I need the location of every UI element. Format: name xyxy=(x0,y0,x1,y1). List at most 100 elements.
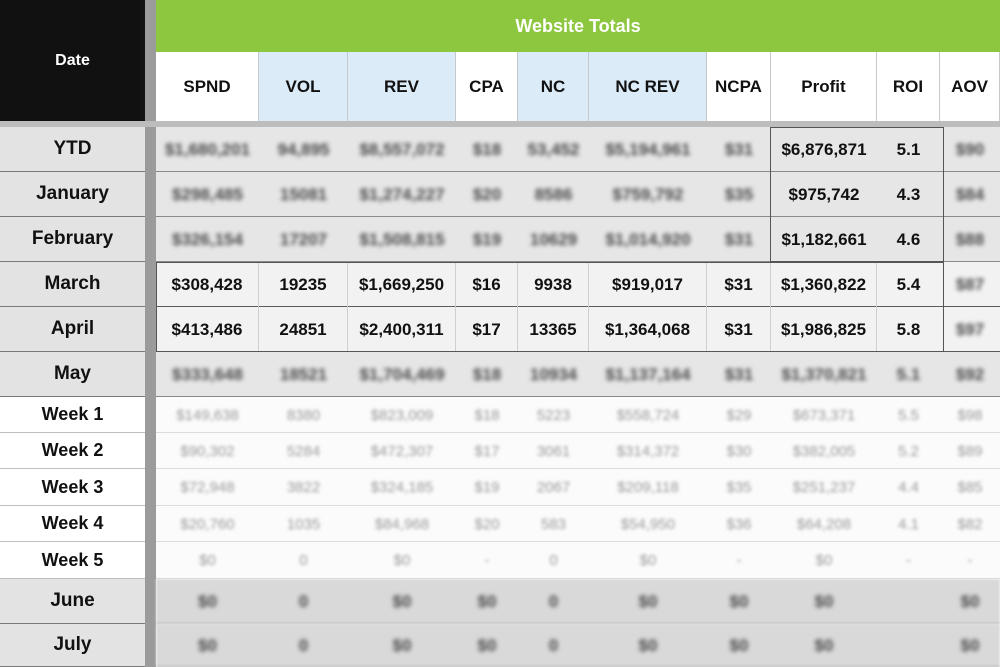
table-cell-rev[interactable]: $1,508,815 xyxy=(359,229,445,249)
row-label-july[interactable]: July xyxy=(0,624,145,667)
table-cell-cpa[interactable]: $0 xyxy=(477,635,497,655)
table-cell-aov[interactable]: $87 xyxy=(955,274,985,294)
table-cell-cpa[interactable]: $17 xyxy=(474,442,500,460)
table-cell-aov[interactable]: $0 xyxy=(960,635,980,655)
row-label-week-5[interactable]: Week 5 xyxy=(0,542,145,579)
table-cell-roi[interactable]: 4.6 xyxy=(896,229,921,249)
table-cell-aov[interactable]: $97 xyxy=(955,319,985,339)
table-cell-nc[interactable]: 0 xyxy=(549,552,558,569)
table-cell-aov[interactable]: $92 xyxy=(955,364,985,384)
date-column-header[interactable]: Date xyxy=(0,0,145,121)
table-cell-rev[interactable]: $0 xyxy=(392,591,412,611)
table-cell-nc[interactable]: 0 xyxy=(548,591,559,611)
row-label-march[interactable]: March xyxy=(0,262,145,307)
table-cell-nc[interactable]: 0 xyxy=(548,635,559,655)
row-label-week-3[interactable]: Week 3 xyxy=(0,469,145,506)
table-cell-aov[interactable]: $84 xyxy=(955,184,985,204)
row-label-week-4[interactable]: Week 4 xyxy=(0,506,145,542)
table-cell-nc-rev[interactable]: $209,118 xyxy=(617,479,679,496)
table-cell-vol[interactable]: 1035 xyxy=(286,515,321,533)
column-header-roi[interactable]: ROI xyxy=(877,52,940,121)
table-cell-roi[interactable]: 5.1 xyxy=(896,139,921,159)
table-cell-rev[interactable]: $2,400,311 xyxy=(348,307,456,352)
table-cell-cpa[interactable]: $16 xyxy=(456,262,518,307)
table-cell-rev[interactable]: $472,307 xyxy=(370,442,434,460)
table-cell-ncpa[interactable]: $30 xyxy=(726,442,752,460)
table-cell-spnd[interactable]: $0 xyxy=(198,635,217,655)
table-cell-spnd[interactable]: $413,486 xyxy=(156,307,259,352)
table-cell-profit[interactable]: $0 xyxy=(814,635,834,655)
table-cell-vol[interactable]: 19235 xyxy=(259,262,348,307)
table-cell-nc-rev[interactable]: $0 xyxy=(638,591,658,611)
table-cell-cpa[interactable]: - xyxy=(484,552,490,569)
table-cell-aov[interactable]: $85 xyxy=(957,479,983,496)
table-cell-rev[interactable]: $823,009 xyxy=(370,406,434,424)
table-cell-vol[interactable]: 5284 xyxy=(286,442,321,460)
table-cell-vol[interactable]: 18521 xyxy=(279,364,328,384)
table-cell-nc[interactable]: 53,452 xyxy=(527,139,580,159)
table-cell-nc-rev[interactable]: $54,950 xyxy=(620,515,676,533)
table-cell-ncpa[interactable]: - xyxy=(736,552,742,569)
row-label-february[interactable]: February xyxy=(0,217,145,262)
table-cell-profit[interactable]: $251,237 xyxy=(792,479,856,496)
table-cell-vol[interactable]: 8380 xyxy=(286,406,321,424)
table-cell-cpa[interactable]: $0 xyxy=(477,591,497,611)
table-cell-roi[interactable]: - xyxy=(906,552,911,569)
row-label-may[interactable]: May xyxy=(0,352,145,397)
table-cell-aov[interactable]: - xyxy=(967,552,973,569)
row-label-april[interactable]: April xyxy=(0,307,145,352)
table-cell-nc[interactable]: 5223 xyxy=(536,406,571,424)
table-cell-cpa[interactable]: $20 xyxy=(474,515,500,533)
table-cell-ncpa[interactable]: $31 xyxy=(724,364,754,384)
table-cell-aov[interactable]: $88 xyxy=(955,229,985,249)
table-cell-spnd[interactable]: $0 xyxy=(198,591,217,611)
table-cell-nc[interactable]: 10629 xyxy=(529,229,578,249)
table-cell-profit[interactable]: $975,742 xyxy=(788,184,860,204)
table-cell-roi[interactable]: 5.2 xyxy=(898,442,919,460)
table-cell-profit[interactable]: $382,005 xyxy=(792,442,856,460)
column-header-vol[interactable]: VOL xyxy=(259,52,348,121)
table-cell-nc-rev[interactable]: $0 xyxy=(638,635,658,655)
table-cell-profit[interactable]: $0 xyxy=(815,552,833,569)
table-cell-vol[interactable]: 15081 xyxy=(279,184,328,204)
table-cell-cpa[interactable]: $19 xyxy=(474,479,500,496)
table-cell-profit[interactable]: $0 xyxy=(814,591,834,611)
table-cell-vol[interactable]: 3822 xyxy=(286,479,321,496)
table-cell-nc-rev[interactable]: $558,724 xyxy=(616,406,680,424)
table-cell-roi[interactable] xyxy=(877,624,940,667)
column-header-rev[interactable]: REV xyxy=(348,52,456,121)
table-cell-ncpa[interactable]: $0 xyxy=(729,591,749,611)
table-cell-spnd[interactable]: $308,428 xyxy=(156,262,259,307)
table-cell-roi[interactable]: 5.1 xyxy=(896,364,921,384)
table-cell-roi[interactable]: 5.4 xyxy=(896,274,921,294)
table-cell-vol[interactable]: 17207 xyxy=(279,229,328,249)
table-cell-spnd[interactable]: $298,485 xyxy=(172,184,243,204)
table-cell-roi[interactable]: 4.1 xyxy=(898,515,919,533)
table-cell-ncpa[interactable]: $0 xyxy=(729,635,749,655)
table-cell-roi[interactable] xyxy=(877,579,940,624)
table-cell-ncpa[interactable]: $29 xyxy=(726,406,752,424)
table-cell-aov[interactable]: $82 xyxy=(957,515,983,533)
table-cell-nc[interactable]: 13365 xyxy=(518,307,589,352)
table-cell-rev[interactable]: $1,669,250 xyxy=(348,262,456,307)
table-cell-rev[interactable]: $0 xyxy=(392,635,412,655)
column-header-aov[interactable]: AOV xyxy=(940,52,1000,121)
frozen-column-divider[interactable] xyxy=(145,0,156,667)
table-cell-nc-rev[interactable]: $314,372 xyxy=(616,442,680,460)
table-cell-aov[interactable]: $90 xyxy=(955,139,985,159)
table-cell-profit[interactable]: $673,371 xyxy=(792,406,856,424)
table-cell-spnd[interactable]: $90,302 xyxy=(180,442,235,460)
row-label-june[interactable]: June xyxy=(0,579,145,624)
table-cell-cpa[interactable]: $17 xyxy=(456,307,518,352)
table-cell-roi[interactable]: 5.8 xyxy=(896,319,921,339)
table-cell-spnd[interactable]: $333,648 xyxy=(172,364,243,384)
table-cell-profit[interactable]: $1,370,821 xyxy=(781,364,867,384)
table-cell-nc[interactable]: 8586 xyxy=(534,184,573,204)
table-cell-profit[interactable]: $1,182,661 xyxy=(781,229,867,249)
table-cell-nc-rev[interactable]: $1,137,164 xyxy=(605,364,691,384)
table-cell-spnd[interactable]: $20,760 xyxy=(180,515,235,533)
table-cell-spnd[interactable]: $72,948 xyxy=(180,479,235,496)
table-cell-rev[interactable]: $324,185 xyxy=(370,479,434,496)
table-cell-spnd[interactable]: $326,154 xyxy=(172,229,243,249)
table-cell-ncpa[interactable]: $31 xyxy=(707,262,771,307)
